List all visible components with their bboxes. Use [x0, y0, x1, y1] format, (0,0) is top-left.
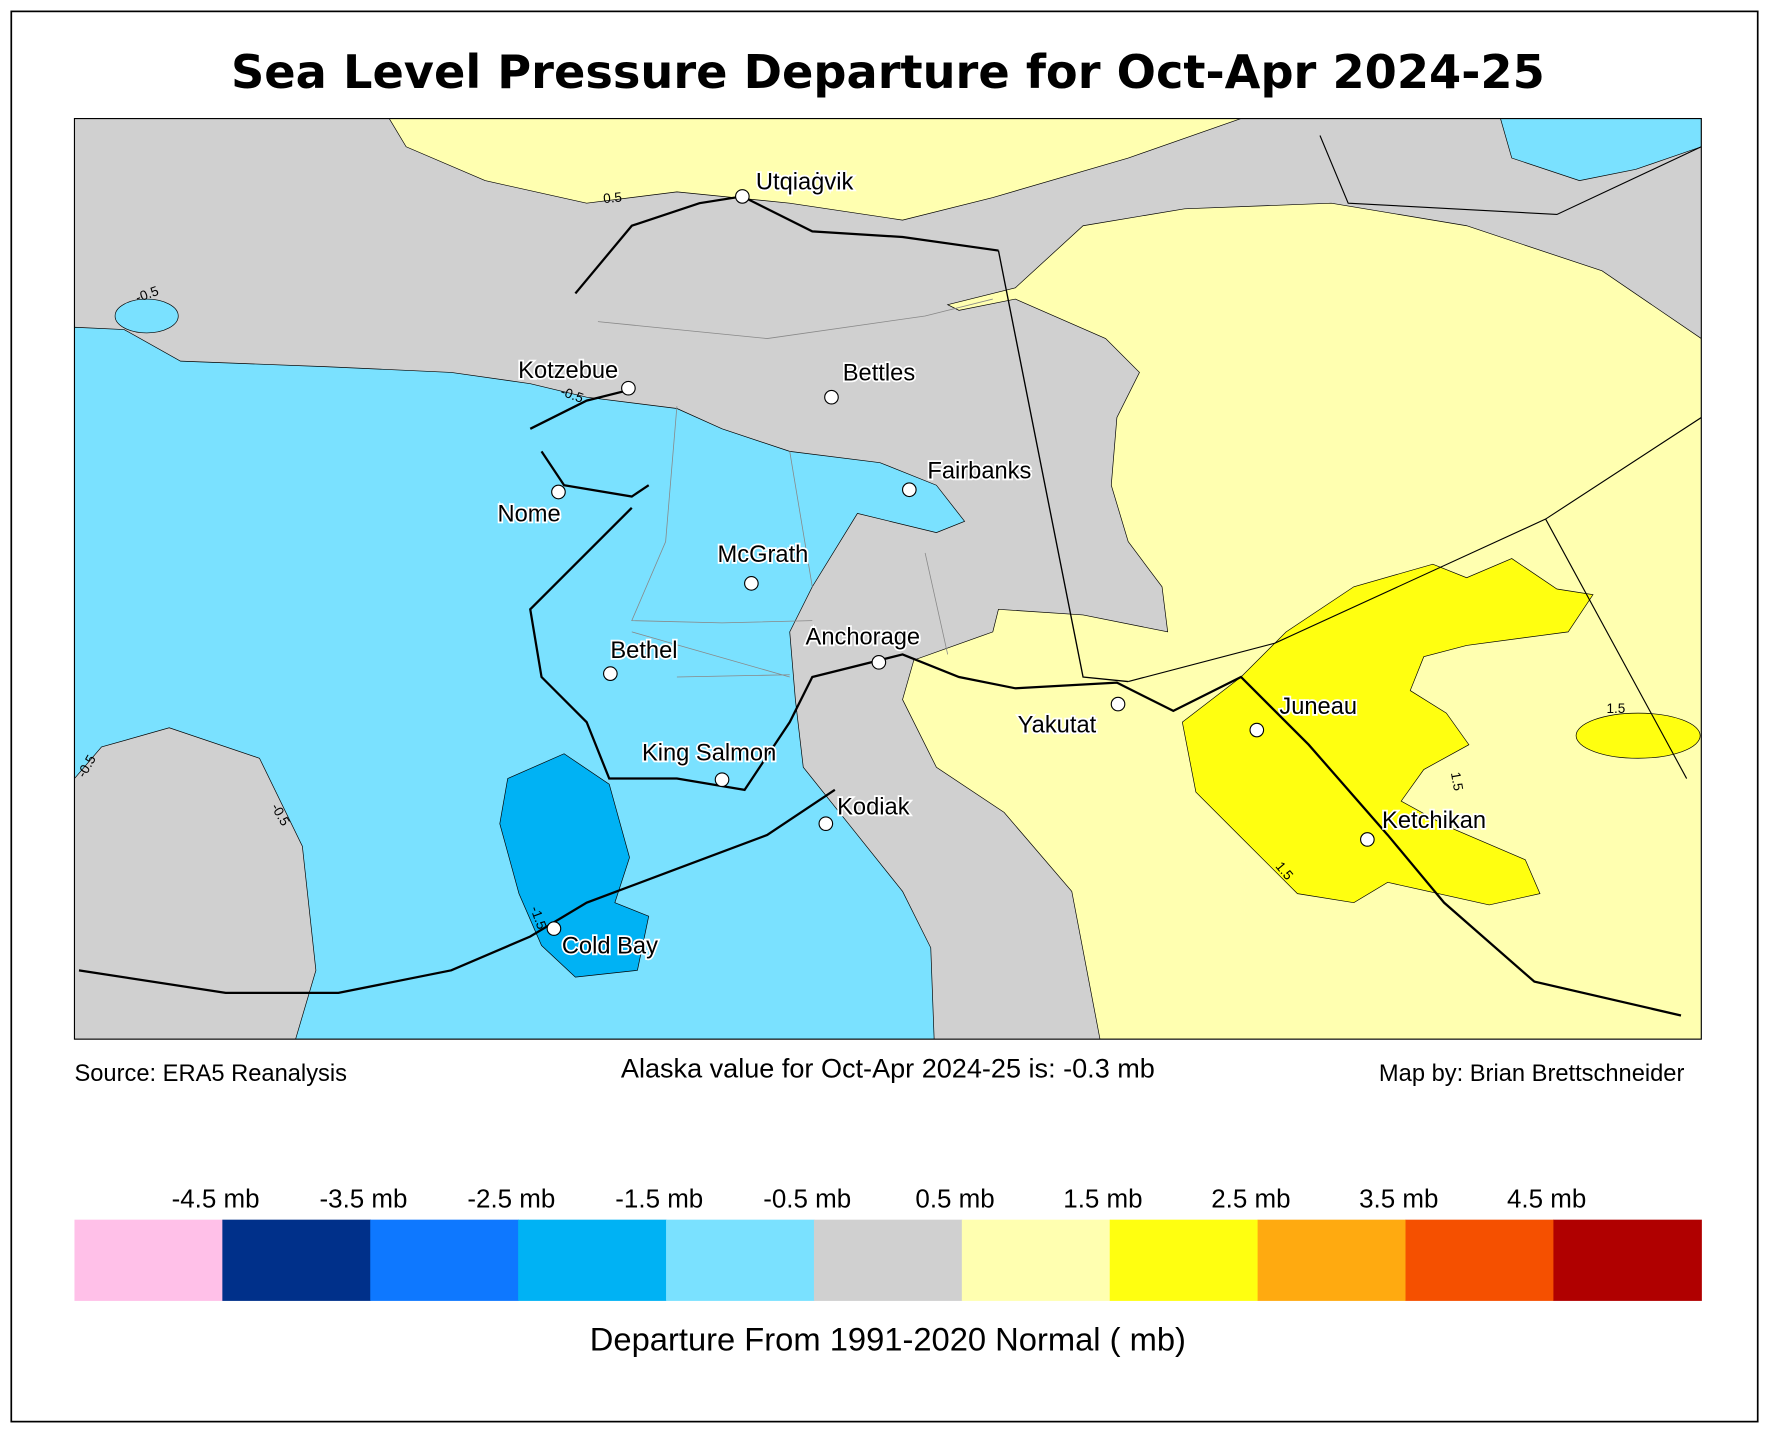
colorbar-legend: -4.5 mb -3.5 mb -2.5 mb -1.5 mb -0.5 mb 0.5 m… — [74, 1185, 1702, 1301]
city-marker — [1110, 696, 1126, 712]
city-marker — [603, 666, 618, 681]
region-cyan-small — [114, 298, 179, 334]
city-marker — [621, 380, 636, 396]
legend-label: 3.5 mb — [1359, 1185, 1438, 1213]
map-title: Sea Level Pressure Departure for Oct-Apr… — [231, 45, 1545, 99]
city-label: Ketchikan — [1382, 808, 1486, 834]
city-marker — [1249, 722, 1265, 738]
map: 0.5-0.5-0.5-0.5-0.5-1.51.51.51.5 Utqiaġv… — [73, 117, 1702, 1040]
legend-swatch — [370, 1219, 519, 1301]
legend-label: 1.5 mb — [1063, 1185, 1142, 1213]
grid-lines — [597, 298, 993, 678]
city-label: Nome — [498, 501, 561, 527]
city-marker — [551, 484, 566, 500]
contour-label: -0.5 — [559, 384, 586, 406]
contour-label: 1.5 — [1448, 771, 1466, 792]
city-marker — [546, 921, 562, 936]
city-label: Anchorage — [806, 624, 921, 650]
city-marker — [824, 389, 839, 405]
legend-label: -0.5 mb — [763, 1185, 851, 1213]
legend-swatch — [222, 1219, 371, 1301]
contour-label: -0.5 — [134, 283, 161, 305]
credit-text: Map by: Brian Brettschneider — [1379, 1061, 1685, 1087]
legend-label: 2.5 mb — [1211, 1185, 1290, 1213]
legend-label: -2.5 mb — [467, 1185, 555, 1213]
city-marker — [714, 772, 730, 788]
legend-swatch — [666, 1219, 815, 1301]
city-label: Juneau — [1279, 694, 1357, 720]
legend-swatch — [961, 1219, 1111, 1301]
legend-label: -1.5 mb — [615, 1185, 703, 1213]
region-blue-coldbay — [499, 753, 650, 978]
city-marker — [871, 655, 887, 670]
city-label: Fairbanks — [927, 458, 1031, 484]
region-gray-southwest — [74, 727, 317, 1040]
boundaries — [78, 135, 1702, 1017]
city-label: Yakutat — [1018, 712, 1097, 738]
legend-swatch — [1405, 1219, 1554, 1301]
legend-swatch — [74, 1219, 223, 1301]
city-marker — [901, 482, 917, 498]
city-marker — [1360, 832, 1375, 847]
legend-label: 4.5 mb — [1507, 1185, 1586, 1213]
city-label: Bettles — [843, 360, 915, 386]
legend-swatch — [813, 1219, 963, 1301]
city-marker — [744, 576, 759, 591]
contour-label: 1.5 — [1607, 701, 1626, 716]
region-yellow-small — [1575, 712, 1701, 759]
city-marker — [818, 816, 834, 832]
legend-title: Departure From 1991-2020 Normal ( mb) — [590, 1321, 1186, 1358]
source-text: Source: ERA5 Reanalysis — [74, 1061, 347, 1087]
contour-label: 0.5 — [603, 190, 623, 207]
legend-swatch — [1257, 1219, 1407, 1301]
map-frame — [73, 117, 1702, 1040]
legend-swatch — [518, 1219, 667, 1301]
city-label: Kotzebue — [518, 358, 618, 384]
region-light-yellow-north — [388, 118, 1242, 221]
region-yellow-panhandle — [1181, 558, 1594, 906]
city-label: McGrath — [718, 542, 809, 568]
legend-label: 0.5 mb — [915, 1185, 994, 1213]
contour-label: -1.5 — [527, 904, 549, 931]
city-label: King Salmon — [642, 740, 776, 766]
city-label: Kodiak — [837, 795, 910, 821]
legend-label: -3.5 mb — [320, 1185, 408, 1213]
region-cyan-arctic — [1500, 118, 1702, 181]
legend-label: -4.5 mb — [172, 1185, 260, 1213]
cities: Utqiaġvik Kotzebue Bettles Fairbanks Nome McG… — [496, 168, 1488, 961]
city-label: Bethel — [610, 638, 677, 664]
city-label: Cold Bay — [562, 933, 658, 959]
legend-swatch — [1109, 1219, 1259, 1301]
city-marker — [735, 189, 750, 204]
alaska-value-text: Alaska value for Oct-Apr 2024-25 is: -0.… — [621, 1053, 1155, 1084]
city-label: Utqiaġvik — [756, 170, 854, 196]
legend-swatch — [1553, 1219, 1702, 1301]
